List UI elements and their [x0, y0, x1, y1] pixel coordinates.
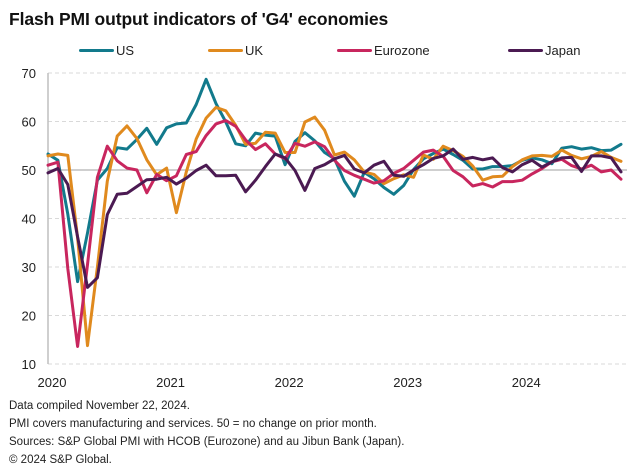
series-line-uk	[46, 105, 623, 348]
legend-swatch-us	[79, 48, 114, 52]
chart-title: Flash PMI output indicators of 'G4' econ…	[9, 9, 389, 29]
legend-label-eurozone: Eurozone	[374, 42, 430, 58]
y-tick-label: 20	[22, 309, 36, 324]
gridlines	[48, 72, 627, 365]
note-copyright: © 2024 S&P Global.	[9, 454, 112, 466]
legend-label-us: US	[116, 42, 135, 58]
legend-swatch-eurozone	[337, 48, 372, 52]
x-tick-label: 2021	[156, 375, 185, 390]
x-tick-label: 2023	[393, 375, 422, 390]
y-tick-label: 70	[22, 66, 36, 81]
y-tick-label: 60	[22, 115, 36, 130]
legend-swatch-uk	[208, 48, 243, 52]
legend-item-us: US	[79, 41, 134, 59]
legend-label-uk: UK	[245, 42, 264, 58]
y-axis-ticks: 10 20 30 40 50 60 70	[22, 66, 36, 372]
legend-item-eurozone: Eurozone	[337, 41, 430, 59]
series-line-japan	[46, 147, 623, 289]
note-pmi-coverage: PMI covers manufacturing and services. 5…	[9, 418, 377, 430]
x-axis-ticks: 2020 2021 2022 2023 2024	[38, 375, 541, 390]
y-tick-label: 10	[22, 357, 36, 372]
y-tick-label: 40	[22, 212, 36, 227]
x-tick-label: 2022	[275, 375, 304, 390]
x-tick-label: 2024	[512, 375, 541, 390]
series-lines	[46, 77, 623, 348]
y-tick-label: 50	[22, 163, 36, 178]
series-line-us	[46, 77, 623, 284]
y-tick-label: 30	[22, 260, 36, 275]
legend-item-japan: Japan	[508, 41, 580, 59]
chart-plot: 10 20 30 40 50 60 70 2020 2021 2022 2023 2024	[22, 66, 627, 390]
legend-label-japan: Japan	[545, 42, 581, 58]
legend-item-uk: UK	[208, 41, 263, 59]
x-tick-label: 2020	[38, 375, 67, 390]
note-sources: Sources: S&P Global PMI with HCOB (Euroz…	[9, 436, 405, 448]
chart-notes: Data compiled November 22, 2024. PMI cov…	[9, 397, 404, 469]
legend-swatch-japan	[508, 48, 543, 52]
note-data-compiled: Data compiled November 22, 2024.	[9, 400, 190, 412]
